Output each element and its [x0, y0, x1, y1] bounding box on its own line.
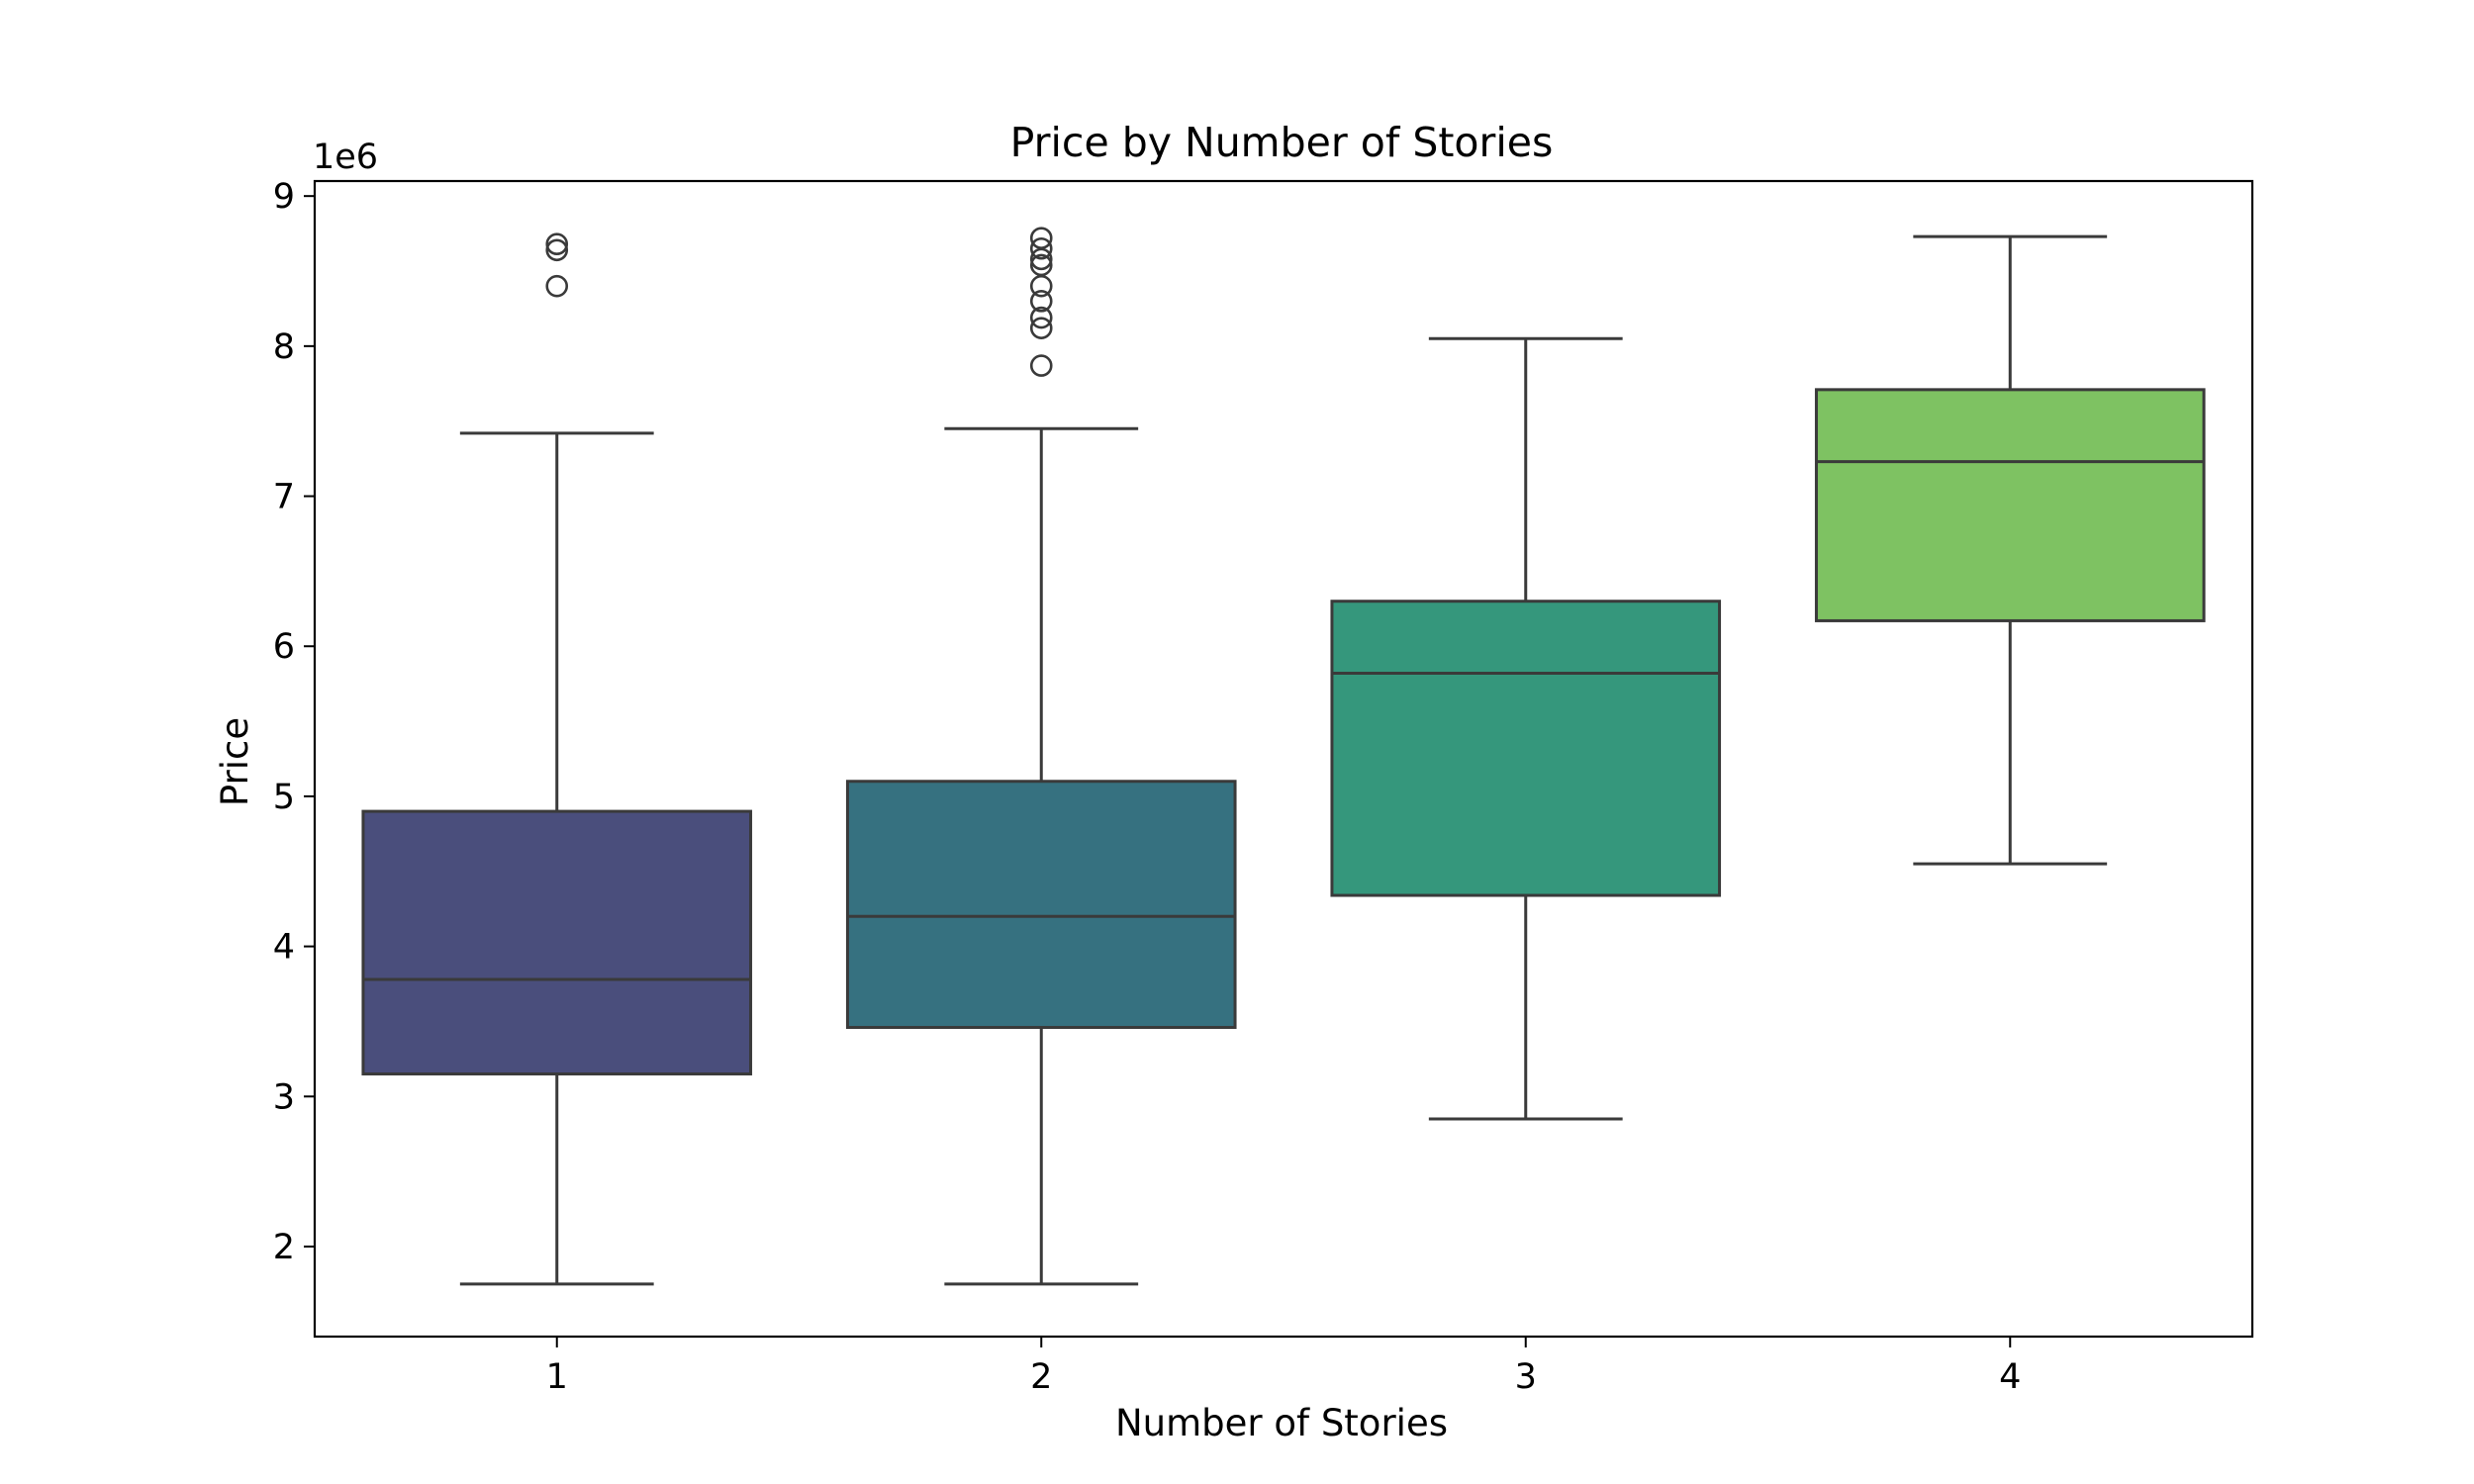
- y-tick-label: 8: [273, 327, 295, 367]
- box-iqr: [1814, 388, 2206, 622]
- x-tick-label: 4: [1999, 1357, 2021, 1397]
- box-iqr: [361, 809, 753, 1076]
- y-axis-label: Price: [214, 717, 256, 806]
- box-iqr: [1330, 600, 1722, 897]
- outlier-point: [1029, 290, 1053, 313]
- y-tick-label: 9: [273, 177, 295, 217]
- y-tick-label: 5: [273, 778, 295, 817]
- x-axis-label: Number of Stories: [1115, 1402, 1448, 1444]
- outlier-point: [1029, 274, 1053, 298]
- outlier-point: [545, 274, 569, 298]
- box-iqr: [845, 780, 1237, 1030]
- box-group-2: [845, 227, 1237, 1286]
- outlier-point: [1029, 253, 1053, 277]
- outlier-point: [545, 232, 569, 256]
- box-group-1: [361, 232, 753, 1286]
- y-tick-label: 6: [273, 627, 295, 667]
- plot-area: 2 3 4 5 6 7 8 9 1 2 3 4: [273, 177, 2254, 1397]
- y-scale-label: 1e6: [313, 138, 378, 177]
- outlier-point: [1029, 306, 1053, 329]
- box-group-3: [1330, 336, 1722, 1121]
- y-tick-label: 2: [273, 1228, 295, 1267]
- outlier-point: [1029, 227, 1053, 249]
- plot-frame: [313, 179, 2254, 1339]
- x-tick-label: 1: [546, 1357, 568, 1397]
- y-tick-label: 4: [273, 928, 295, 968]
- y-tick-label: 7: [273, 478, 295, 517]
- outlier-point: [545, 238, 569, 262]
- chart-title: Price by Number of Stories: [1010, 119, 1554, 166]
- outlier-point: [1029, 317, 1053, 339]
- outlier-point: [1029, 236, 1053, 260]
- x-tick-label: 3: [1515, 1357, 1537, 1397]
- box-group-4: [1814, 234, 2206, 866]
- x-tick-label: 2: [1030, 1357, 1052, 1397]
- outlier-point: [1029, 354, 1053, 377]
- y-tick-label: 3: [273, 1077, 295, 1117]
